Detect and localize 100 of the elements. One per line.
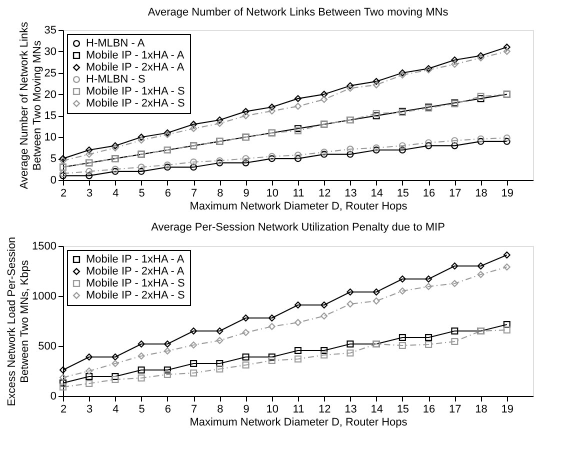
point — [346, 84, 354, 92]
point — [477, 135, 484, 142]
x-tick-label: 4 — [112, 188, 119, 200]
legend-label: H-MLBN - S — [86, 74, 146, 86]
point — [398, 287, 406, 295]
point — [477, 52, 484, 60]
point — [138, 366, 145, 374]
point — [320, 312, 328, 320]
x-tick-label: 15 — [396, 404, 410, 416]
point — [268, 353, 276, 361]
point — [59, 383, 67, 391]
point — [86, 372, 93, 380]
point — [451, 280, 458, 288]
y-tick-label: 15 — [44, 110, 56, 122]
y-tick-label: 30 — [44, 46, 56, 58]
point — [242, 155, 250, 162]
x-tick-label: 14 — [370, 404, 383, 416]
point — [425, 142, 432, 150]
point — [190, 164, 198, 171]
x-axis-title: Maximum Network Diameter D, Router Hops — [190, 200, 408, 212]
point — [346, 300, 354, 308]
x-tick-label: 6 — [164, 188, 172, 200]
point — [190, 120, 198, 128]
point — [398, 342, 406, 350]
x-tick-label: 19 — [501, 404, 514, 416]
point — [138, 374, 145, 382]
point — [294, 355, 302, 363]
point — [216, 116, 224, 124]
x-tick-label: 15 — [396, 188, 410, 200]
point — [268, 107, 276, 115]
point — [86, 172, 93, 180]
point — [268, 152, 276, 160]
point — [268, 314, 276, 322]
y-tick-label: 5 — [50, 153, 56, 166]
point — [86, 367, 93, 375]
x-tick-label: 14 — [370, 188, 383, 200]
point — [190, 360, 198, 368]
point — [59, 374, 67, 382]
point — [112, 144, 119, 152]
point — [398, 334, 406, 342]
point — [372, 78, 380, 85]
x-tick-label: 12 — [318, 404, 331, 416]
point — [112, 360, 119, 368]
point — [477, 270, 484, 278]
x-tick-label: 8 — [217, 404, 224, 416]
point — [372, 81, 380, 88]
point — [503, 320, 510, 328]
point — [164, 366, 171, 374]
point — [346, 349, 354, 357]
y-tick-label: 1500 — [32, 240, 56, 252]
point — [112, 372, 119, 380]
point — [320, 351, 328, 359]
point — [138, 168, 145, 175]
point — [425, 139, 432, 146]
x-tick-label: 11 — [292, 404, 304, 416]
y-tick-label: 35 — [44, 24, 56, 36]
point — [294, 346, 302, 354]
point — [190, 158, 198, 166]
point — [112, 353, 119, 361]
point — [138, 136, 145, 144]
point — [242, 159, 250, 166]
point — [164, 347, 171, 355]
x-tick-label: 8 — [217, 188, 224, 200]
legend-label: Mobile IP - 1xHA - S — [86, 278, 185, 290]
point — [294, 152, 302, 159]
x-tick-label: 10 — [266, 404, 279, 416]
point — [425, 334, 432, 342]
point — [451, 142, 458, 150]
x-tick-label: 4 — [112, 404, 119, 416]
point — [268, 356, 276, 364]
point — [503, 263, 510, 271]
legend-label: Mobile IP - 1xHA - S — [86, 86, 185, 98]
point — [294, 102, 302, 110]
x-tick-label: 5 — [138, 188, 145, 200]
point — [112, 376, 119, 384]
point — [164, 164, 171, 171]
y-tick-label: 10 — [44, 132, 56, 144]
point — [451, 56, 458, 64]
point — [372, 288, 380, 296]
x-tick-label: 16 — [422, 188, 436, 200]
point — [216, 336, 224, 344]
point — [268, 155, 276, 162]
point — [86, 353, 93, 361]
point — [398, 142, 406, 150]
point — [86, 168, 93, 175]
y-tick-label: 1000 — [32, 290, 56, 302]
point — [477, 54, 484, 62]
x-tick-label: 11 — [292, 188, 304, 200]
x-tick-label: 3 — [86, 404, 93, 416]
legend-label: Mobile IP - 2xHA - S — [86, 98, 185, 110]
point — [398, 275, 406, 283]
legend-label: Mobile IP - 2xHA - A — [86, 62, 185, 74]
chart-title: Average Number of Network Links Between Two moving MNs — [148, 6, 449, 18]
point — [477, 262, 484, 270]
point — [346, 82, 354, 90]
x-tick-label: 6 — [164, 404, 172, 416]
x-tick-label: 3 — [86, 188, 93, 200]
x-tick-label: 2 — [60, 188, 67, 200]
point — [451, 262, 458, 270]
legend-label: H-MLBN - A — [86, 38, 146, 50]
